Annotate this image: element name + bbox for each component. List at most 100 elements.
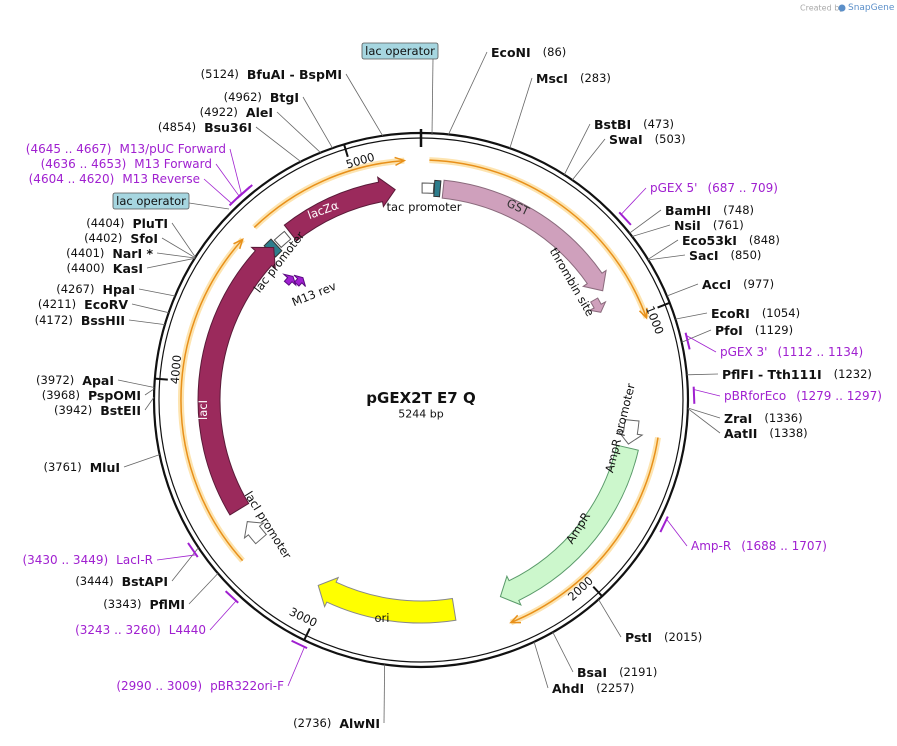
site-label: (4172) BssHII (35, 313, 125, 328)
site-leader (675, 312, 708, 320)
site-label: (3343) PflMI (103, 597, 185, 612)
primer-range: (3430 .. 3449) (22, 553, 108, 567)
site-leader (345, 73, 384, 137)
tac-promoter-shape (421, 182, 435, 194)
site-name: BstBI (594, 117, 631, 132)
lac-operator-lead (188, 202, 230, 210)
laci-arrow (197, 246, 276, 516)
plasmid-length: 5244 bp (398, 408, 443, 421)
site-leader (629, 209, 662, 234)
site-leader (687, 408, 721, 434)
site-leader (276, 111, 321, 153)
site-position: (1336) (764, 411, 802, 425)
primer-leader (620, 187, 647, 215)
primer-range: (4645 .. 4667) (26, 142, 112, 156)
site-position: (2736) (293, 716, 331, 730)
site-position: (2015) (664, 630, 702, 644)
ruler-tick (657, 301, 671, 309)
cds-arrow (394, 156, 407, 167)
site-name: HpaI (103, 282, 136, 297)
site-position: (761) (713, 218, 744, 232)
site-position: (503) (655, 132, 686, 146)
feature-label: lacI (196, 400, 210, 420)
site-position: (3343) (103, 597, 141, 611)
site-name: NarI * (112, 246, 153, 261)
site-label: (4854) Bsu36I (158, 120, 252, 135)
site-label: (4962) BtgI (224, 90, 299, 105)
site-name: PflMI (149, 597, 185, 612)
site-position: (86) (543, 45, 567, 59)
primer-leader (229, 148, 242, 195)
primer-name: pBRforEco (724, 389, 786, 403)
ori-arrow (317, 576, 457, 624)
primer-range: (2990 .. 3009) (116, 679, 202, 693)
site-name: AleI (246, 105, 273, 120)
primer-range: (1688 .. 1707) (741, 539, 827, 553)
site-name: PflFI - Tth111I (722, 367, 822, 382)
site-label: (3968) PspOMI (42, 388, 141, 403)
primer-name: pGEX 5' (650, 181, 697, 195)
site-label: (4404) PluTI (86, 216, 168, 231)
site-position: (748) (723, 203, 754, 217)
ruler-tick (592, 585, 603, 597)
primer-site (224, 590, 239, 604)
primer-range: (3243 .. 3260) (75, 623, 161, 637)
primer-leader (686, 335, 717, 353)
site-position: (2191) (619, 665, 657, 679)
site-name: BamHI (665, 203, 711, 218)
primer-leader (666, 518, 688, 547)
feature-label: lac operator (365, 44, 435, 58)
site-position: (3444) (75, 574, 113, 588)
primer-name: M13/pUC Forward (119, 142, 226, 156)
site-leader (131, 303, 169, 314)
primer-label: (3430 .. 3449) LacI-R (22, 553, 153, 567)
site-leader (533, 641, 549, 689)
site-label: (4922) AleI (200, 105, 273, 120)
ampr-promoter-arrow (617, 419, 644, 445)
site-leader (563, 123, 591, 175)
cds-arrow (638, 307, 648, 320)
watermark-prefix: Created by (800, 4, 844, 13)
lac-operator-box (361, 42, 439, 60)
site-leader (448, 51, 488, 135)
primer-site (659, 516, 669, 533)
site-leader (687, 407, 721, 419)
primer-label: (4636 .. 4653) M13 Forward (41, 157, 212, 171)
primer-label: (2990 .. 3009) pBR322ori-F (116, 679, 284, 693)
primer-range: (1112 .. 1134) (777, 345, 863, 359)
primer-leader (215, 163, 240, 197)
site-position: (4400) (67, 261, 105, 275)
site-label: MscI (283) (536, 71, 611, 86)
primer-leader (209, 600, 237, 631)
feature-label: ori (375, 611, 390, 625)
primer-site (692, 386, 696, 404)
ruler-tick (154, 377, 168, 381)
site-name: EcoRI (711, 306, 750, 321)
m13-rev-arrow (282, 273, 297, 287)
operator-shape (433, 179, 442, 198)
primer-range: (1279 .. 1297) (796, 389, 882, 403)
site-label: BsaI (2191) (577, 665, 657, 680)
site-leader (255, 126, 301, 162)
site-leader (188, 573, 219, 605)
site-name: SfoI (130, 231, 158, 246)
feature-label: tac promoter (387, 200, 462, 214)
site-name: PstI (625, 630, 652, 645)
site-leader (598, 599, 622, 638)
site-position: (283) (580, 71, 611, 85)
primer-label: pGEX 5' (687 .. 709) (650, 181, 778, 195)
site-position: (4854) (158, 120, 196, 134)
site-label: EcoRI (1054) (711, 306, 800, 321)
site-leader (571, 138, 606, 181)
site-name: ApaI (82, 373, 114, 388)
watermark-icon (838, 4, 846, 12)
site-name: BstEII (100, 403, 141, 418)
cds-arc (429, 159, 648, 319)
site-name: EcoRV (84, 297, 128, 312)
primer-leader (203, 178, 232, 204)
primer-leader (156, 554, 197, 561)
site-label: (3444) BstAPI (75, 574, 168, 589)
site-position: (473) (643, 117, 674, 131)
site-name: PfoI (715, 323, 743, 338)
